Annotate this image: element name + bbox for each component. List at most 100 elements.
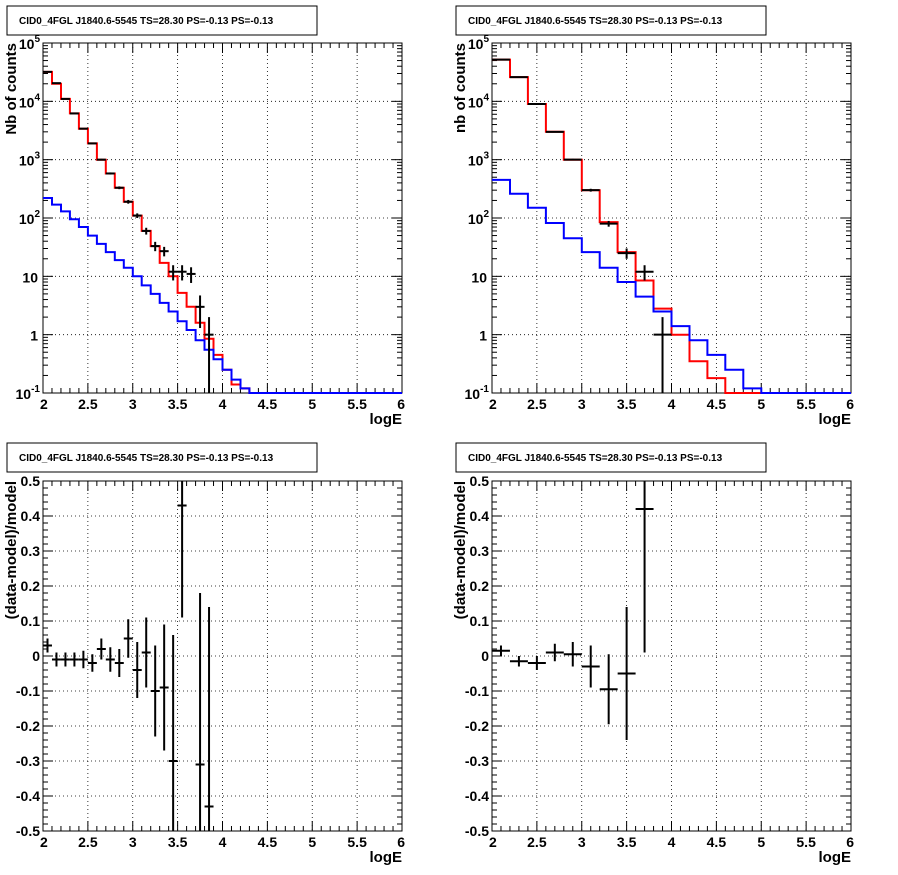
y-tick-label: 0.5 xyxy=(470,473,490,489)
data-point xyxy=(617,248,636,259)
data-point xyxy=(43,638,52,653)
x-tick-label: 3.5 xyxy=(617,396,637,412)
x-tick-label: 2.5 xyxy=(527,834,547,850)
x-tick-label: 4.5 xyxy=(707,396,727,412)
y-tick-label: -0.2 xyxy=(16,718,40,734)
data-point xyxy=(114,649,124,677)
x-tick-label: 3 xyxy=(129,396,137,412)
chart-title: CID0_4FGL J1840.6-5545 TS=28.30 PS=-0.13… xyxy=(468,16,723,27)
y-tick-label: 102 xyxy=(468,209,490,227)
data-point xyxy=(96,638,106,660)
x-axis-label: logE xyxy=(370,411,403,428)
model-histogram-line xyxy=(43,70,402,394)
data-point xyxy=(177,265,187,281)
data-point xyxy=(581,645,600,688)
x-tick-label: 3.5 xyxy=(168,396,188,412)
data-point xyxy=(653,317,672,393)
data-point xyxy=(168,265,178,281)
y-tick-label: 105 xyxy=(19,34,41,52)
data-point xyxy=(141,617,151,688)
y-tick-label: 103 xyxy=(468,151,490,169)
x-tick-label: 5 xyxy=(308,396,316,412)
y-tick-label: -0.5 xyxy=(465,823,489,839)
y-tick-label: 0.1 xyxy=(21,613,41,629)
data-point xyxy=(492,645,510,656)
data-point xyxy=(150,241,160,252)
y-tick-label: -0.4 xyxy=(16,788,40,804)
y-tick-label: 10-1 xyxy=(465,384,490,402)
pad-counts-left: CID0_4FGL J1840.6-5545 TS=28.30 PS=-0.13… xyxy=(3,5,405,428)
data-point xyxy=(195,593,205,831)
data-point xyxy=(581,188,600,192)
chart-title: CID0_4FGL J1840.6-5545 TS=28.30 PS=-0.13… xyxy=(19,453,274,464)
data-point xyxy=(545,643,564,662)
x-tick-label: 4 xyxy=(219,834,227,850)
data-point xyxy=(141,227,151,235)
y-tick-label: 10-1 xyxy=(16,384,41,402)
x-tick-label: 3 xyxy=(578,834,586,850)
y-tick-label: -0.1 xyxy=(465,683,489,699)
y-axis-label: nb of counts xyxy=(452,43,469,133)
chart-title: CID0_4FGL J1840.6-5545 TS=28.30 PS=-0.13… xyxy=(19,16,274,27)
data-point xyxy=(177,481,187,618)
y-tick-label: 0.2 xyxy=(21,578,41,594)
data-point xyxy=(195,295,205,329)
x-axis-label: logE xyxy=(370,849,403,866)
x-tick-label: 4 xyxy=(668,834,676,850)
y-axis-label: Nb of counts xyxy=(3,43,20,135)
x-tick-label: 2 xyxy=(489,396,497,412)
data-point xyxy=(204,317,214,393)
data-point xyxy=(527,103,546,106)
data-point xyxy=(78,127,88,130)
x-tick-label: 6 xyxy=(397,396,405,412)
data-point xyxy=(635,481,654,653)
data-point xyxy=(78,650,88,669)
title-box xyxy=(455,442,767,473)
y-tick-label: 105 xyxy=(468,34,490,52)
y-tick-label: 104 xyxy=(19,92,41,110)
data-point xyxy=(150,645,160,737)
model-histogram-line xyxy=(43,197,402,394)
data-point xyxy=(105,172,115,175)
pad-residual-left: CID0_4FGL J1840.6-5545 TS=28.30 PS=-0.13… xyxy=(3,442,405,866)
x-axis-label: logE xyxy=(819,849,852,866)
data-point xyxy=(186,267,196,283)
data-point xyxy=(123,619,133,658)
data-point xyxy=(51,652,61,667)
x-tick-label: 5 xyxy=(757,834,765,850)
x-tick-label: 5.5 xyxy=(796,834,816,850)
data-point xyxy=(60,652,70,667)
x-tick-label: 5.5 xyxy=(347,834,367,850)
x-tick-label: 6 xyxy=(846,396,854,412)
x-tick-label: 4 xyxy=(668,396,676,412)
x-tick-label: 4.5 xyxy=(258,396,278,412)
y-tick-label: -0.3 xyxy=(465,753,489,769)
y-tick-label: -0.5 xyxy=(16,823,40,839)
y-tick-label: 0.3 xyxy=(21,543,41,559)
model-histogram-line xyxy=(492,58,851,394)
title-box xyxy=(455,5,767,36)
y-tick-label: 1 xyxy=(30,328,38,344)
data-point xyxy=(123,199,133,204)
y-tick-label: 0.3 xyxy=(470,543,490,559)
data-point xyxy=(527,656,546,670)
data-point xyxy=(114,186,124,190)
y-tick-label: 102 xyxy=(19,209,41,227)
x-tick-label: 5.5 xyxy=(347,396,367,412)
x-tick-label: 3.5 xyxy=(617,834,637,850)
x-tick-label: 6 xyxy=(846,834,854,850)
x-tick-label: 4 xyxy=(219,396,227,412)
x-tick-label: 3 xyxy=(129,834,137,850)
data-point xyxy=(617,607,636,740)
data-point xyxy=(168,635,178,831)
y-tick-label: -0.4 xyxy=(465,788,489,804)
data-point xyxy=(509,656,528,667)
y-tick-label: 10 xyxy=(471,269,487,285)
data-point xyxy=(132,642,142,698)
x-tick-label: 5 xyxy=(308,834,316,850)
data-point xyxy=(69,112,79,115)
pad-counts-right: CID0_4FGL J1840.6-5545 TS=28.30 PS=-0.13… xyxy=(452,5,854,428)
data-point xyxy=(87,142,97,145)
x-tick-label: 6 xyxy=(397,834,405,850)
